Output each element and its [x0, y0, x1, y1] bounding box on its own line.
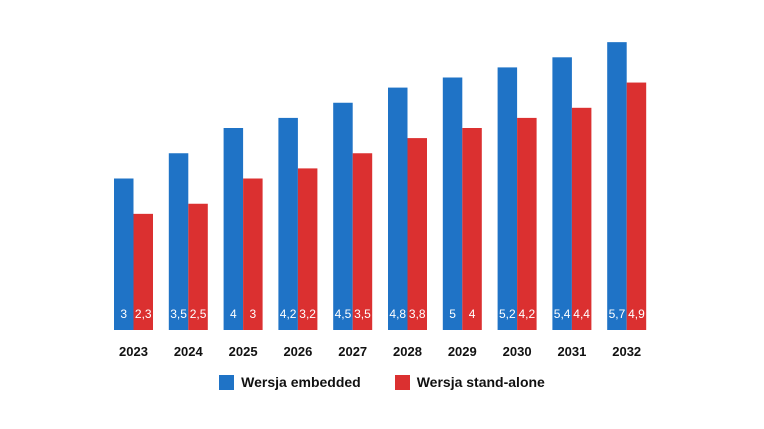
chart-legend: Wersja embedded Wersja stand-alone [0, 374, 764, 390]
bar-embedded-2028 [388, 87, 408, 330]
data-label-stand-alone-2031: 4,4 [573, 307, 590, 321]
bar-embedded-2027 [333, 102, 353, 330]
bar-stand-alone-2024 [188, 203, 208, 330]
data-label-embedded-2025: 4 [230, 307, 237, 321]
bar-stand-alone-2028 [407, 138, 427, 330]
bar-embedded-2029 [442, 77, 463, 330]
bar-stand-alone-2032 [626, 82, 647, 330]
data-label-stand-alone-2025: 3 [250, 307, 257, 321]
x-tick-label-2025: 2025 [229, 344, 258, 359]
x-tick-label-2031: 2031 [557, 344, 586, 359]
data-label-stand-alone-2032: 4,9 [628, 307, 645, 321]
x-tick-label-2027: 2027 [338, 344, 367, 359]
data-label-embedded-2032: 5,7 [609, 307, 626, 321]
data-label-stand-alone-2026: 3,2 [299, 307, 316, 321]
bar-embedded-2026 [278, 117, 298, 331]
legend-item-embedded: Wersja embedded [219, 374, 361, 390]
data-label-embedded-2028: 4,8 [389, 307, 406, 321]
x-tick-label-2029: 2029 [448, 344, 477, 359]
data-label-embedded-2026: 4,2 [280, 307, 297, 321]
x-tick-label-2023: 2023 [119, 344, 148, 359]
legend-swatch-stand-alone [394, 374, 410, 390]
bar-embedded-2031 [552, 57, 572, 331]
data-label-stand-alone-2023: 2,3 [135, 307, 152, 321]
data-label-stand-alone-2029: 4 [469, 307, 476, 321]
x-tick-label-2028: 2028 [393, 344, 422, 359]
data-label-stand-alone-2028: 3,8 [409, 307, 426, 321]
legend-label-embedded: Wersja embedded [241, 374, 361, 390]
data-label-stand-alone-2027: 3,5 [354, 307, 371, 321]
bar-embedded-2032 [607, 42, 627, 331]
data-label-embedded-2024: 3,5 [170, 307, 187, 321]
legend-swatch-embedded [219, 374, 235, 390]
x-tick-label-2030: 2030 [503, 344, 532, 359]
bar-embedded-2023 [114, 178, 134, 330]
bar-stand-alone-2025 [243, 178, 263, 330]
data-label-embedded-2027: 4,5 [335, 307, 352, 321]
x-tick-label-2024: 2024 [174, 344, 204, 359]
legend-label-stand-alone: Wersja stand-alone [416, 374, 545, 390]
data-label-stand-alone-2030: 4,2 [519, 307, 536, 321]
data-label-embedded-2031: 5,4 [554, 307, 571, 321]
x-tick-label-2026: 2026 [283, 344, 312, 359]
bar-stand-alone-2031 [571, 107, 592, 330]
bar-stand-alone-2027 [352, 153, 373, 330]
data-label-embedded-2029: 5 [449, 307, 456, 321]
bar-embedded-2025 [223, 128, 244, 330]
data-label-embedded-2023: 3 [120, 307, 127, 321]
bar-embedded-2024 [168, 153, 189, 330]
bar-embedded-2030 [497, 67, 518, 331]
data-label-stand-alone-2024: 2,5 [190, 307, 207, 321]
x-tick-label-2032: 2032 [612, 344, 641, 359]
bar-stand-alone-2030 [517, 117, 537, 331]
bar-stand-alone-2029 [462, 128, 482, 330]
legend-item-stand-alone: Wersja stand-alone [394, 374, 545, 390]
bar-stand-alone-2023 [133, 213, 153, 330]
bar-stand-alone-2026 [297, 168, 318, 330]
data-label-embedded-2030: 5,2 [499, 307, 516, 321]
